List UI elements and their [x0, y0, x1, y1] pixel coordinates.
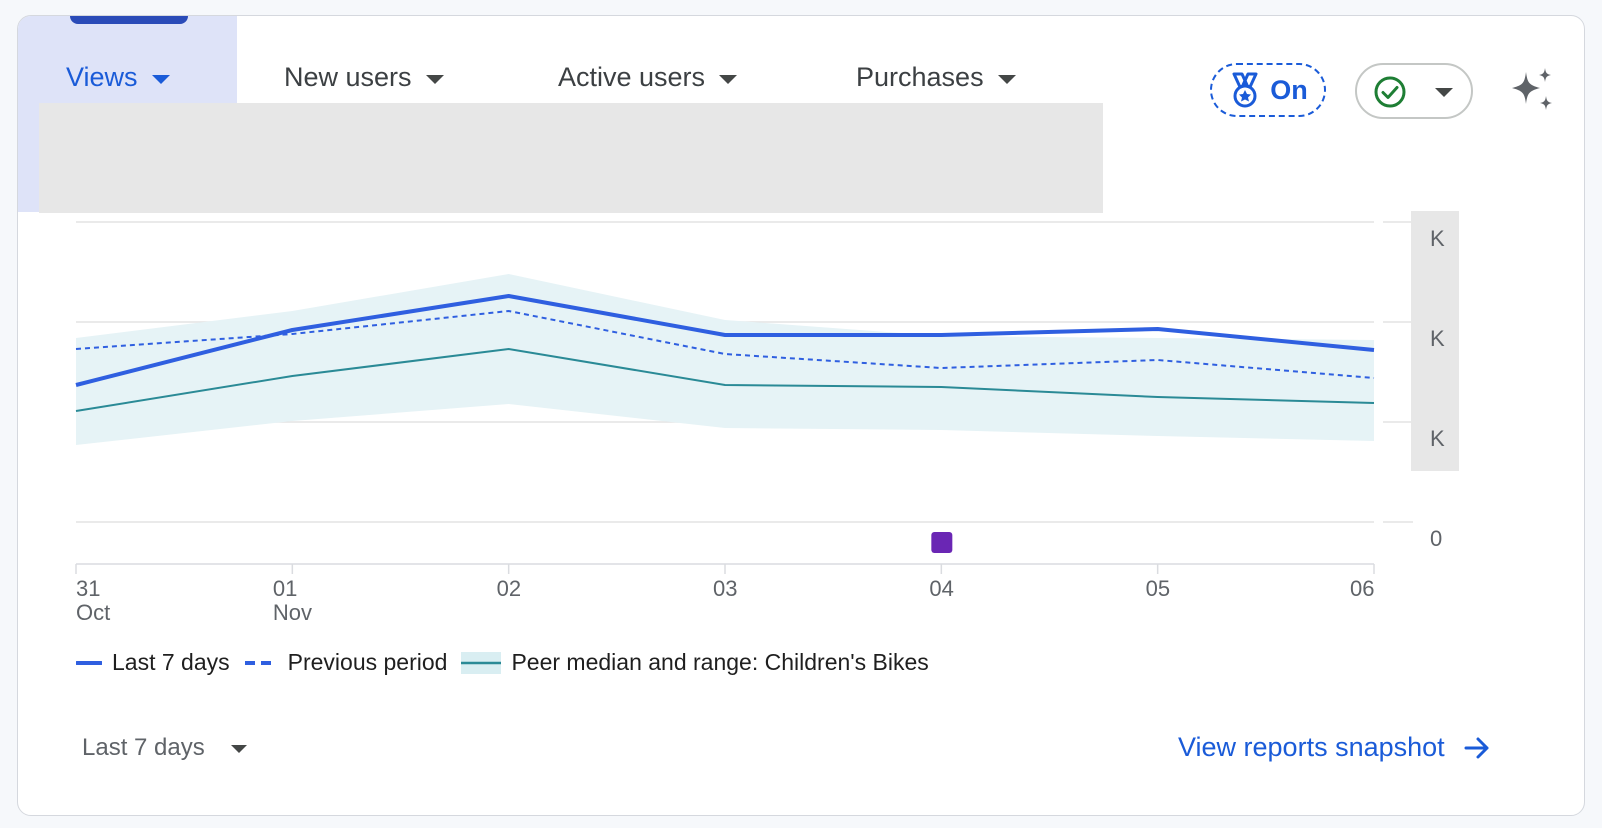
- views-overview-card: Views New users Active users Purchases O…: [17, 15, 1585, 816]
- redacted-y-axis-values: [1411, 211, 1459, 471]
- arrow-right-icon: [1464, 737, 1489, 758]
- chevron-down-icon: [151, 74, 170, 84]
- x-tick-label: 05: [1145, 576, 1171, 601]
- benchmarking-status-label: On: [1270, 74, 1308, 105]
- legend-item-previous-period[interactable]: Previous period: [244, 649, 448, 676]
- chevron-down-icon: [719, 74, 738, 84]
- benchmarking-toggle[interactable]: On: [1210, 63, 1326, 117]
- chart-legend: Last 7 days Previous period Peer median …: [76, 649, 943, 676]
- chevron-down-icon: [230, 745, 247, 753]
- x-tick-label: 06: [1350, 576, 1375, 601]
- medal-icon: [1232, 72, 1258, 108]
- legend-item-peer-median[interactable]: Peer median and range: Children's Bikes: [461, 649, 929, 676]
- solid-line-swatch: [76, 660, 102, 665]
- tab-new-users[interactable]: New users: [268, 16, 488, 212]
- dashed-line-swatch: [244, 660, 277, 665]
- tab-new-users-label: New users: [284, 62, 412, 92]
- peer-median-line: [75, 347, 1375, 412]
- y-tick-label: K: [1430, 326, 1445, 351]
- x-tick-label: 04: [929, 576, 954, 601]
- previous-period-line: [75, 309, 1375, 379]
- x-tick-label: 01 Nov: [272, 576, 312, 625]
- views-line-chart: [75, 221, 1413, 574]
- tab-views-label: Views: [66, 62, 138, 92]
- y-tick-label: K: [1430, 226, 1445, 251]
- tab-purchases-label: Purchases: [856, 62, 984, 92]
- y-tick-label: K: [1430, 426, 1445, 451]
- legend-label: Peer median and range: Children's Bikes: [511, 649, 929, 675]
- last-7-days-line: [75, 294, 1375, 387]
- tab-active-users-label: Active users: [558, 62, 706, 92]
- date-range-label: Last 7 days: [82, 734, 205, 761]
- chevron-down-icon: [1435, 88, 1453, 97]
- legend-label: Previous period: [287, 649, 448, 675]
- tab-selected-indicator: [70, 16, 188, 24]
- tab-active-users[interactable]: Active users: [542, 16, 782, 212]
- snapshot-link-label: View reports snapshot: [1178, 732, 1445, 762]
- x-tick-label: 02: [496, 576, 522, 601]
- chevron-down-icon: [425, 74, 444, 84]
- date-range-dropdown[interactable]: Last 7 days: [82, 734, 247, 762]
- annotation-marker: [931, 532, 953, 553]
- insights-status-dropdown[interactable]: [1355, 63, 1473, 119]
- range-swatch: [461, 651, 502, 674]
- chevron-down-icon: [997, 74, 1016, 84]
- tab-purchases[interactable]: Purchases: [840, 16, 1060, 212]
- peer-range-band: [76, 274, 1374, 445]
- redacted-metric-values: [39, 103, 1103, 213]
- legend-item-last-7-days[interactable]: Last 7 days: [76, 649, 230, 676]
- x-tick-label: 31 Oct: [76, 576, 111, 625]
- legend-label: Last 7 days: [112, 649, 230, 675]
- sparkle-icon[interactable]: [1508, 66, 1556, 114]
- x-tick-label: 03: [713, 576, 738, 601]
- view-reports-snapshot-link[interactable]: View reports snapshot: [1178, 732, 1491, 763]
- y-tick-label: 0: [1430, 526, 1443, 551]
- check-circle-icon: [1374, 76, 1406, 108]
